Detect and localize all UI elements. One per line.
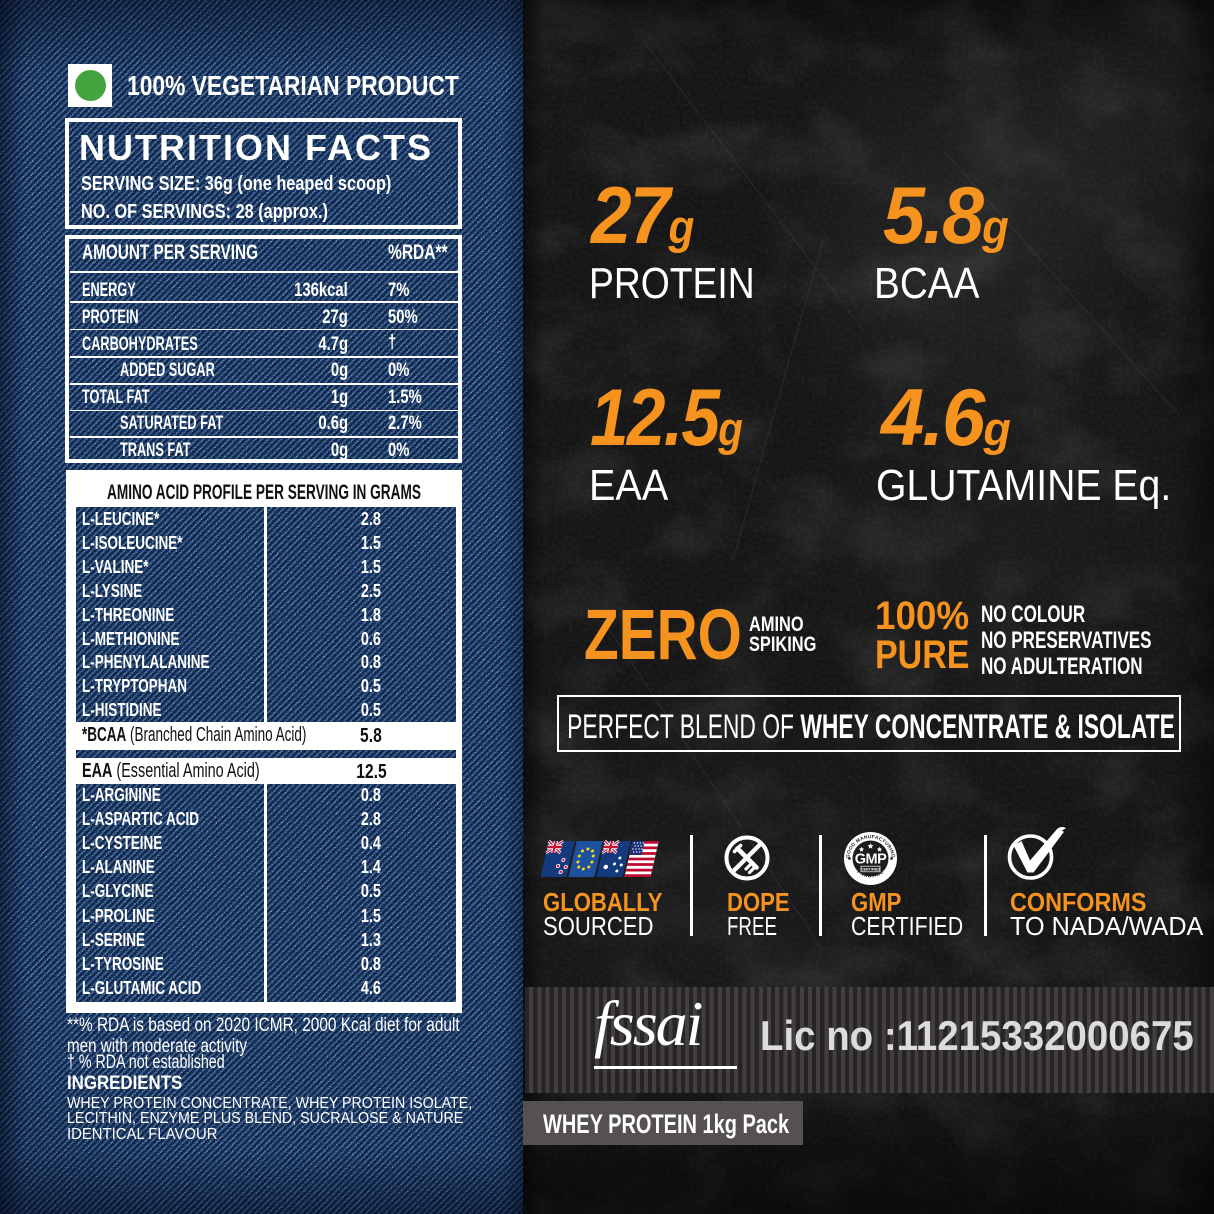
svg-text:GMP: GMP xyxy=(855,852,887,868)
svg-text:CERTIFIED: CERTIFIED xyxy=(861,868,880,872)
